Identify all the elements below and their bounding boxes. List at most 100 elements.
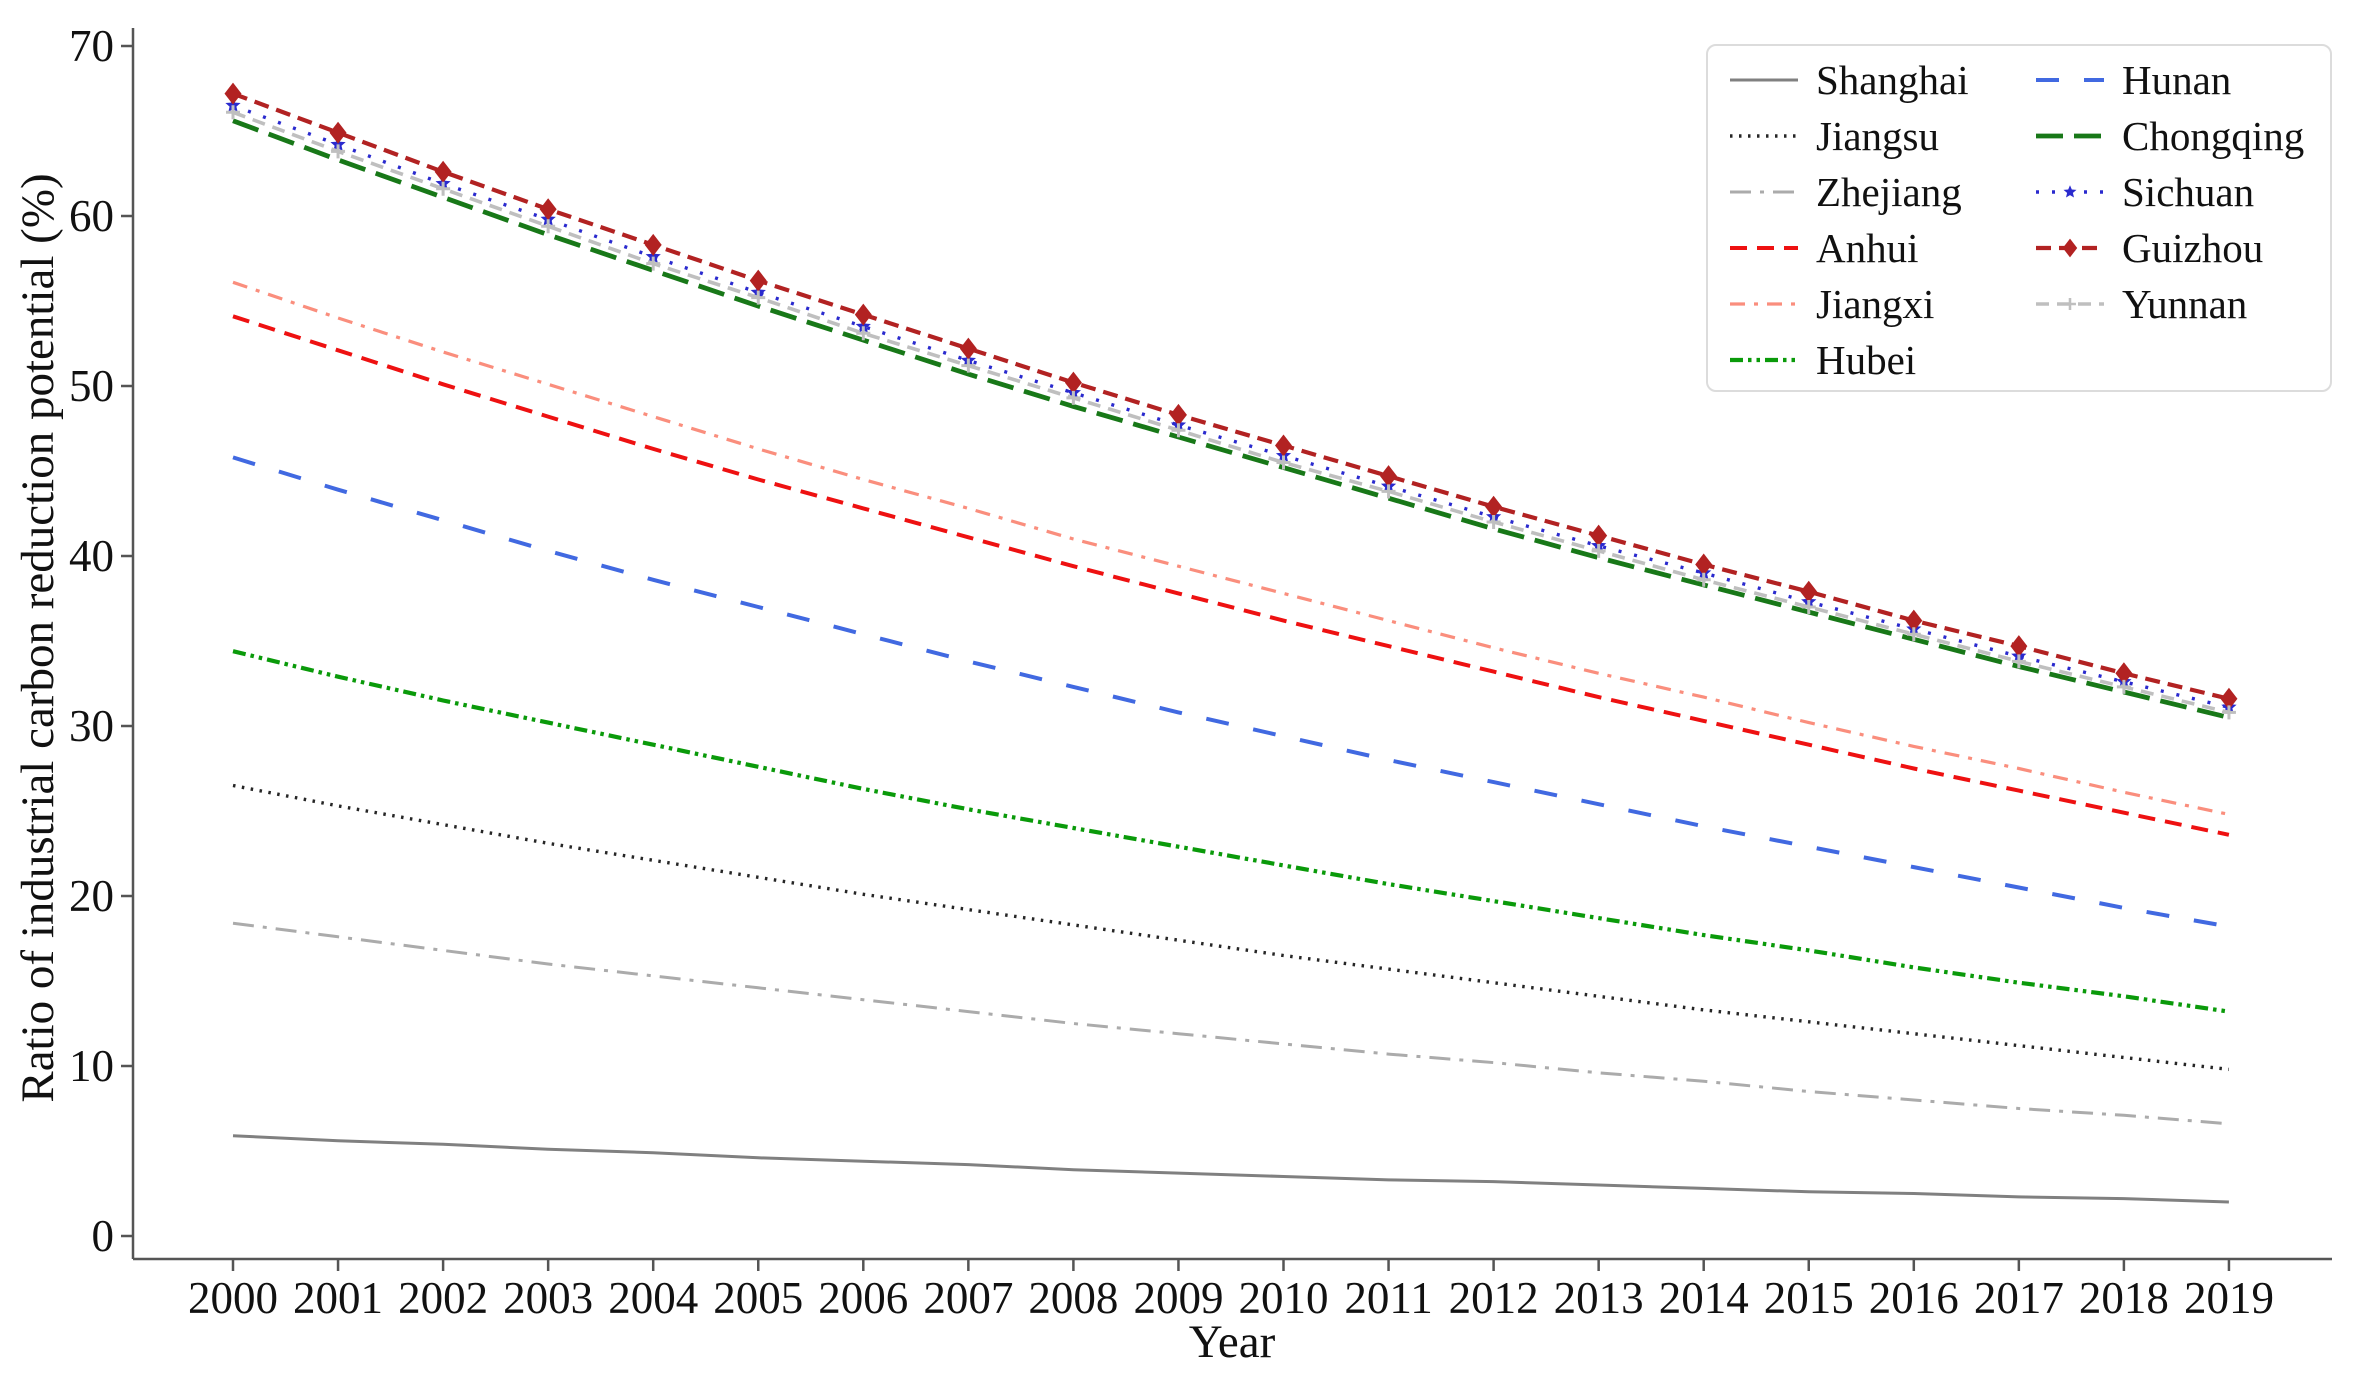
x-tick-label: 2019 <box>2184 1273 2274 1323</box>
legend-line-sample <box>1730 302 1798 306</box>
diamond-marker-icon <box>2115 662 2133 685</box>
x-tick-label: 2009 <box>1133 1273 1223 1323</box>
diamond-marker-icon <box>329 121 347 144</box>
legend-label: Guizhou <box>2122 225 2264 271</box>
plus-marker-icon <box>541 219 556 234</box>
series-markers-yunnan <box>226 105 2236 720</box>
diamond-marker-icon <box>1380 465 1398 488</box>
plus-marker-icon <box>856 326 871 341</box>
x-tick-label: 2001 <box>293 1273 383 1323</box>
legend-label: Sichuan <box>2122 169 2255 215</box>
legend-label: Jiangxi <box>1816 281 1935 327</box>
series-line-jiangxi <box>232 280 2230 816</box>
x-tick-label: 2000 <box>188 1273 278 1323</box>
diamond-marker-icon <box>749 269 767 292</box>
legend-item-anhui: Anhui <box>1728 220 2034 276</box>
legend-line-sample <box>1730 190 1798 194</box>
x-tick-label: 2013 <box>1554 1273 1644 1323</box>
plus-marker-icon <box>2011 654 2026 669</box>
plus-marker-icon <box>751 290 766 305</box>
plus-marker-icon <box>1381 484 1396 499</box>
series-line-anhui <box>232 314 2230 837</box>
legend-line-sample <box>1730 134 1798 138</box>
plus-marker-icon <box>1696 572 1711 587</box>
plus-marker-icon <box>2064 298 2076 310</box>
star-marker-icon <box>225 97 241 112</box>
diamond-marker-icon <box>1695 553 1713 576</box>
plus-marker-icon <box>961 358 976 373</box>
legend-label: Chongqing <box>2122 113 2305 159</box>
y-tick-label: 40 <box>69 531 114 581</box>
plus-marker-icon <box>1591 543 1606 558</box>
legend-item-chongqing: Chongqing <box>2034 108 2340 164</box>
diamond-marker-icon <box>1800 580 1818 603</box>
x-tick-label: 2007 <box>923 1273 1013 1323</box>
x-axis-label: Year <box>1188 1316 1276 1368</box>
series-line-jiangsu <box>232 783 2230 1072</box>
plus-marker-icon <box>2116 679 2131 694</box>
legend-item-sichuan: Sichuan <box>2034 164 2340 220</box>
series-line-yunnan <box>232 110 2230 715</box>
legend-line-sample <box>1730 78 1798 82</box>
diamond-marker-icon <box>1485 495 1503 518</box>
diamond-marker-icon <box>2062 238 2078 258</box>
y-tick-label: 0 <box>92 1211 115 1261</box>
plus-marker-icon <box>2221 705 2236 720</box>
legend-item-hunan: Hunan <box>2034 52 2340 108</box>
legend-label: Yunnan <box>2122 281 2248 327</box>
diamond-marker-icon <box>224 82 242 105</box>
legend-line-sample <box>2036 133 2104 139</box>
plus-marker-icon <box>1801 600 1816 614</box>
star-marker-icon <box>645 248 661 264</box>
x-tick-label: 2005 <box>713 1273 803 1323</box>
legend-item-jiangxi: Jiangxi <box>1728 276 2034 332</box>
x-tick-label: 2010 <box>1239 1273 1329 1323</box>
star-marker-icon <box>2063 185 2077 198</box>
x-tick-label: 2017 <box>1974 1273 2064 1323</box>
series-line-shanghai <box>232 1134 2229 1204</box>
diamond-marker-icon <box>1275 434 1292 457</box>
x-tick-label: 2016 <box>1869 1273 1959 1323</box>
diamond-marker-icon <box>854 303 872 326</box>
legend-line-sample <box>2036 185 2104 198</box>
series-line-chongqing <box>232 118 2230 720</box>
x-tick-label: 2018 <box>2079 1273 2169 1323</box>
y-tick-label: 30 <box>69 701 114 751</box>
series-line-hunan <box>232 455 2230 929</box>
y-tick-label: 50 <box>69 361 114 411</box>
legend-label: Hunan <box>2122 57 2232 103</box>
legend-label: Hubei <box>1816 337 1917 383</box>
y-tick-label: 20 <box>69 871 114 921</box>
legend-item-yunnan: Yunnan <box>2034 276 2340 332</box>
plus-marker-icon <box>226 105 240 120</box>
x-tick-label: 2012 <box>1449 1273 1539 1323</box>
x-tick-label: 2015 <box>1764 1273 1854 1323</box>
diamond-marker-icon <box>644 233 662 256</box>
legend-label: Jiangsu <box>1816 113 1939 159</box>
plus-marker-icon <box>646 256 661 271</box>
plus-marker-icon <box>1486 515 1501 529</box>
diamond-marker-icon <box>539 198 557 221</box>
legend-label: Zhejiang <box>1816 169 1962 215</box>
diamond-marker-icon <box>1905 609 1923 632</box>
legend-label: Shanghai <box>1816 57 1969 103</box>
legend-item-jiangsu: Jiangsu <box>1728 108 2034 164</box>
series-line-sichuan <box>232 103 2230 709</box>
legend-item-zhejiang: Zhejiang <box>1728 164 2034 220</box>
legend-label: Anhui <box>1816 225 1919 271</box>
diamond-marker-icon <box>2220 687 2238 710</box>
y-axis-label: Ratio of industrial carbon reduction pot… <box>12 173 64 1103</box>
legend: Shanghai Jiangsu Zhejiang Anhui Jiangxi … <box>1706 44 2332 392</box>
star-marker-icon <box>855 318 871 333</box>
series-line-hubei <box>232 649 2230 1014</box>
y-tick-label: 60 <box>69 191 114 241</box>
plus-marker-icon <box>1171 423 1186 438</box>
plus-marker-icon <box>1906 627 1921 642</box>
x-tick-label: 2006 <box>818 1273 908 1323</box>
plus-marker-icon <box>1066 390 1081 405</box>
legend-line-sample <box>1730 246 1798 250</box>
diamond-marker-icon <box>1590 524 1608 547</box>
x-tick-label: 2011 <box>1344 1273 1432 1323</box>
